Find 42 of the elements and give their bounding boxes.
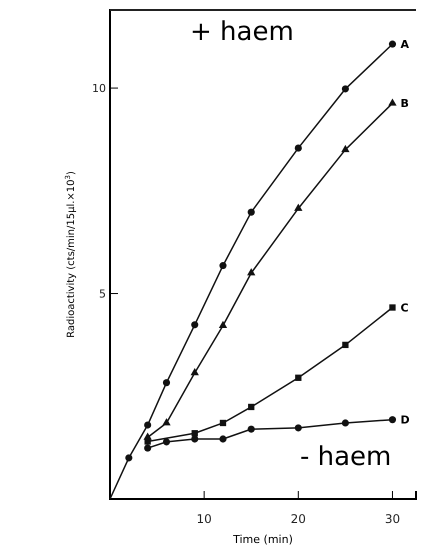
annotation: + haem <box>190 17 294 47</box>
x-tick-label: 30 <box>384 512 400 526</box>
point <box>388 40 396 48</box>
point <box>342 419 349 427</box>
point <box>162 379 170 386</box>
point <box>248 208 255 216</box>
point <box>125 454 132 462</box>
point <box>247 268 256 276</box>
point <box>294 204 302 211</box>
point <box>162 418 171 426</box>
point <box>388 98 397 106</box>
point <box>248 426 255 433</box>
point <box>191 435 198 443</box>
point <box>219 435 227 443</box>
point <box>294 424 302 432</box>
x-axis-title: Time (min) <box>232 533 293 546</box>
annotation: - haem <box>300 442 392 472</box>
y-tick-label: 5 <box>99 287 106 300</box>
point <box>219 262 227 270</box>
series-label: A <box>400 38 410 51</box>
point <box>162 438 170 446</box>
x-tick-label: 20 <box>290 512 306 526</box>
point <box>294 144 302 152</box>
point <box>248 404 254 410</box>
point <box>144 438 151 445</box>
point <box>220 420 226 426</box>
point <box>341 144 350 152</box>
point <box>191 321 198 328</box>
point <box>192 430 198 436</box>
point <box>295 374 302 381</box>
point <box>218 320 228 328</box>
series-label: D <box>400 414 410 427</box>
point <box>190 368 199 376</box>
point <box>144 444 152 452</box>
series-label: C <box>400 301 409 314</box>
point <box>342 85 349 92</box>
point <box>388 416 396 424</box>
point <box>144 421 152 429</box>
series-label: B <box>400 97 409 110</box>
x-tick-label: 10 <box>196 512 212 526</box>
point <box>342 342 349 348</box>
point <box>389 304 396 311</box>
